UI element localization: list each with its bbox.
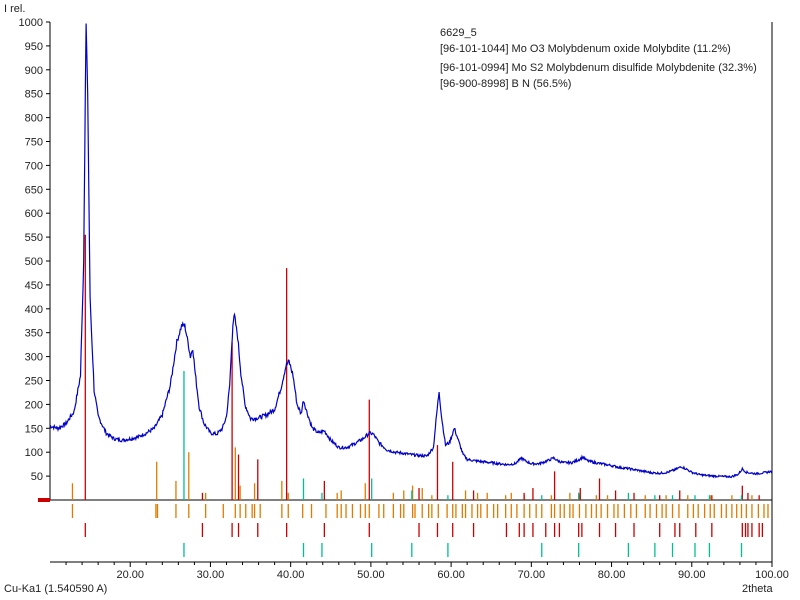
x-tick-label: 70.00 — [518, 569, 546, 581]
legend-entry-measured: 6629_5 — [440, 27, 477, 39]
x-tick-label: 90.00 — [678, 569, 706, 581]
legend-entry-moo3: [96-101-1044] Mo O3 Molybdenum oxide Mol… — [440, 43, 731, 55]
y-tick-label: 250 — [25, 376, 43, 388]
x-tick-label: 80.00 — [598, 569, 626, 581]
y-tick-label: 550 — [25, 232, 43, 244]
reference-sticks — [72, 235, 759, 500]
x-tick-label: 30.00 — [197, 569, 225, 581]
x-axis-label: 2theta — [742, 583, 773, 595]
y-tick-label: 650 — [25, 184, 43, 196]
y-axis-label: I rel. — [4, 3, 25, 15]
y-tick-label: 700 — [25, 160, 43, 172]
y-tick-label: 1000 — [19, 17, 43, 29]
reference-tick-strips — [72, 504, 768, 557]
y-tick-label: 950 — [25, 41, 43, 53]
radiation-label: Cu-Ka1 (1.540590 A) — [4, 583, 107, 595]
y-tick-label: 500 — [25, 256, 43, 268]
legend-entry-mos2: [96-101-0994] Mo S2 Molybdenum disulfide… — [440, 62, 757, 74]
x-tick-label: 20.00 — [116, 569, 144, 581]
y-tick-label: 900 — [25, 65, 43, 77]
measured-pattern-line — [50, 24, 772, 478]
y-tick-label: 600 — [25, 208, 43, 220]
y-tick-label: 350 — [25, 328, 43, 340]
zero-marker — [38, 498, 50, 502]
x-tick-label: 60.00 — [437, 569, 465, 581]
y-tick-label: 100 — [25, 447, 43, 459]
x-tick-label: 100.00 — [755, 569, 789, 581]
y-tick-label: 300 — [25, 352, 43, 364]
x-tick-label: 40.00 — [277, 569, 305, 581]
y-tick-label: 450 — [25, 280, 43, 292]
legend-entry-bn: [96-900-8998] B N (56.5%) — [440, 78, 571, 90]
y-tick-label: 50 — [31, 471, 43, 483]
x-axis-ticks: 20.00 30.00 40.00 50.00 60.00 70.00 80.00 90.00… — [66, 562, 789, 581]
y-tick-label: 850 — [25, 89, 43, 101]
y-tick-label: 800 — [25, 113, 43, 125]
y-tick-label: 150 — [25, 423, 43, 435]
y-tick-label: 750 — [25, 137, 43, 149]
x-tick-label: 50.00 — [357, 569, 385, 581]
y-tick-label: 200 — [25, 399, 43, 411]
y-tick-label: 400 — [25, 304, 43, 316]
y-axis-ticks: 50 100 150 200 250 300 350 400 450 500 550 600 650 70… — [19, 17, 50, 483]
